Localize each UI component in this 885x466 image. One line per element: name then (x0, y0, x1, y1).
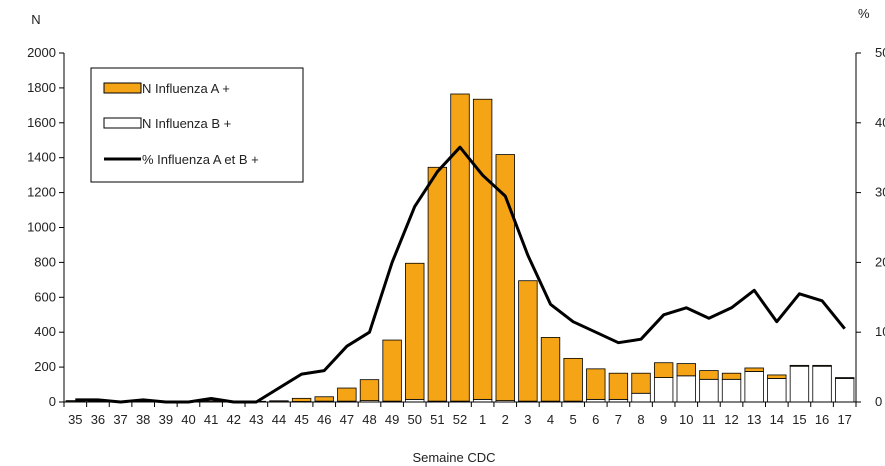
bar-influenza-a (519, 281, 538, 401)
bar-influenza-a (745, 368, 764, 371)
y-tick-label: 600 (34, 289, 56, 304)
bar-influenza-b (768, 378, 787, 402)
bar-influenza-b (654, 378, 673, 402)
bar-influenza-a (632, 373, 651, 393)
x-tick-label: 11 (702, 412, 716, 427)
y2-axis-label: % (858, 6, 870, 21)
bar-influenza-a (677, 364, 696, 376)
x-tick-label: 35 (68, 412, 82, 427)
x-tick-label: 36 (91, 412, 105, 427)
x-tick-label: 1 (479, 412, 486, 427)
bar-influenza-a (700, 371, 719, 380)
x-tick-label: 6 (592, 412, 599, 427)
x-tick-label: 7 (615, 412, 622, 427)
bar-influenza-a (586, 369, 605, 400)
bar-influenza-a (835, 378, 854, 379)
y-tick-label: 800 (34, 254, 56, 269)
bar-influenza-b (632, 393, 651, 402)
x-axis-label: Semaine CDC (412, 450, 495, 465)
y2-tick-label: 0 (875, 394, 882, 409)
x-tick-label: 49 (385, 412, 399, 427)
legend-swatch-influenza-b (104, 118, 141, 128)
bar-influenza-a (790, 365, 809, 366)
bar-influenza-a (722, 373, 741, 379)
x-tick-label: 13 (747, 412, 761, 427)
x-tick-label: 14 (770, 412, 784, 427)
bar-influenza-a (451, 94, 470, 401)
x-tick-label: 40 (181, 412, 195, 427)
bar-influenza-a (473, 99, 492, 399)
legend: N Influenza A + N Influenza B + % Influe… (91, 68, 303, 182)
y2-tick-label: 50 (875, 45, 885, 60)
y2-tick-label: 30 (875, 185, 885, 200)
x-tick-label: 43 (249, 412, 263, 427)
y-tick-label: 200 (34, 359, 56, 374)
x-tick-label: 41 (204, 412, 218, 427)
bar-influenza-a (338, 388, 357, 401)
x-tick-label: 15 (792, 412, 806, 427)
x-tick-label: 4 (547, 412, 554, 427)
y2-tick-label: 20 (875, 254, 885, 269)
bar-influenza-b (835, 378, 854, 402)
bar-influenza-a (383, 340, 402, 401)
x-tick-label: 52 (453, 412, 467, 427)
x-tick-label: 2 (502, 412, 509, 427)
y-tick-label: 1000 (27, 220, 56, 235)
y2-tick-label: 10 (875, 324, 885, 339)
bar-influenza-a (768, 375, 787, 378)
legend-swatch-influenza-a (104, 83, 141, 93)
bar-influenza-a (315, 397, 334, 401)
x-tick-label: 16 (815, 412, 829, 427)
bar-influenza-b (790, 366, 809, 402)
x-tick-label: 3 (524, 412, 531, 427)
x-tick-label: 39 (159, 412, 173, 427)
y-tick-label: 0 (49, 394, 56, 409)
x-tick-label: 8 (637, 412, 644, 427)
x-tick-label: 48 (362, 412, 376, 427)
x-tick-label: 44 (272, 412, 286, 427)
bar-influenza-b (745, 371, 764, 402)
bar-influenza-b (700, 379, 719, 402)
x-tick-label: 12 (724, 412, 738, 427)
x-tick-label: 47 (340, 412, 354, 427)
bar-influenza-a (428, 167, 447, 401)
x-tick-label: 45 (294, 412, 308, 427)
y-axis-label: N (31, 12, 40, 27)
bar-influenza-b (722, 379, 741, 402)
bar-influenza-a (292, 398, 311, 401)
bar-influenza-b (813, 366, 832, 402)
bar-influenza-a (654, 363, 673, 378)
bar-influenza-a (405, 263, 424, 399)
x-tick-label: 10 (679, 412, 693, 427)
legend-label-influenza-b: N Influenza B + (142, 116, 231, 131)
bar-influenza-a (564, 358, 583, 401)
x-tick-label: 50 (408, 412, 422, 427)
y-tick-label: 1400 (27, 150, 56, 165)
y-tick-label: 1200 (27, 185, 56, 200)
bar-influenza-a (360, 380, 379, 401)
y-tick-label: 400 (34, 324, 56, 339)
x-tick-label: 9 (660, 412, 667, 427)
bar-influenza-b (677, 376, 696, 402)
legend-label-percent: % Influenza A et B + (142, 152, 259, 167)
x-tick-label: 37 (113, 412, 127, 427)
bar-influenza-a (813, 365, 832, 366)
bar-influenza-a (541, 337, 560, 401)
x-tick-label: 38 (136, 412, 150, 427)
y-tick-label: 1800 (27, 80, 56, 95)
bar-influenza-a (609, 373, 628, 399)
x-tick-label: 5 (570, 412, 577, 427)
x-tick-label: 17 (837, 412, 851, 427)
x-tick-label: 51 (430, 412, 444, 427)
y-tick-label: 2000 (27, 45, 56, 60)
x-tick-label: 42 (226, 412, 240, 427)
y-tick-label: 1600 (27, 115, 56, 130)
x-tick-label: 46 (317, 412, 331, 427)
y2-tick-label: 40 (875, 115, 885, 130)
legend-label-influenza-a: N Influenza A + (142, 81, 230, 96)
